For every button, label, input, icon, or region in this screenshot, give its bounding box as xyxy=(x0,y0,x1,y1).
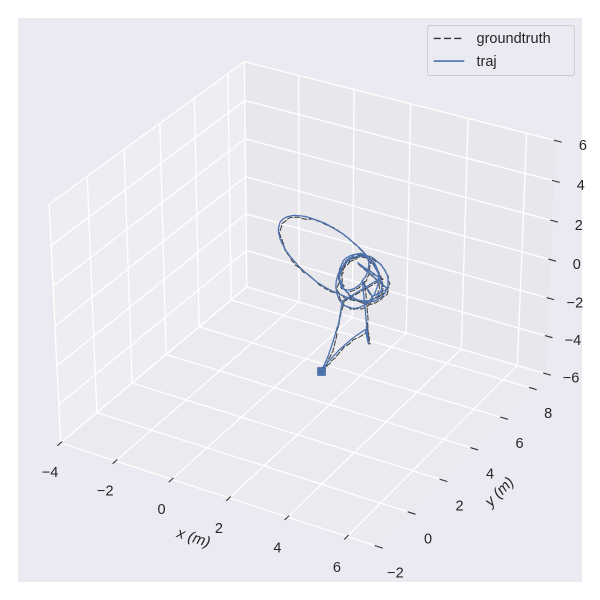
svg-text:4: 4 xyxy=(486,467,494,483)
svg-text:0: 0 xyxy=(573,257,581,273)
svg-text:2: 2 xyxy=(575,218,583,234)
svg-text:0: 0 xyxy=(424,532,432,548)
svg-text:4: 4 xyxy=(273,540,281,556)
svg-text:4: 4 xyxy=(577,178,585,194)
svg-text:−4: −4 xyxy=(565,333,582,349)
svg-text:−6: −6 xyxy=(563,371,580,387)
svg-text:0: 0 xyxy=(158,502,166,518)
svg-text:8: 8 xyxy=(544,406,552,422)
svg-text:−2: −2 xyxy=(97,483,114,499)
svg-text:2: 2 xyxy=(215,521,223,537)
svg-text:traj: traj xyxy=(477,54,497,70)
svg-text:6: 6 xyxy=(579,138,587,154)
svg-text:groundtruth: groundtruth xyxy=(477,31,551,47)
svg-text:6: 6 xyxy=(333,560,341,576)
svg-text:−2: −2 xyxy=(387,566,404,582)
svg-text:6: 6 xyxy=(516,436,524,452)
svg-text:2: 2 xyxy=(456,499,464,515)
svg-text:−2: −2 xyxy=(567,295,584,311)
svg-text:−4: −4 xyxy=(42,465,59,481)
